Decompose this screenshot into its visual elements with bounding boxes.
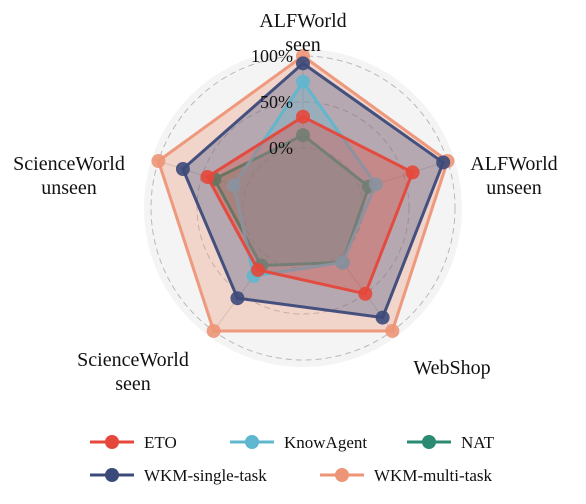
legend-label: ETO [144, 433, 177, 452]
data-point [200, 169, 215, 184]
data-point [175, 161, 190, 176]
series-area [156, 54, 450, 333]
data-point [385, 323, 400, 338]
tick-label: 0% [269, 138, 293, 158]
axis-label: WebShop [413, 357, 490, 379]
legend-marker [245, 435, 259, 449]
legend-item-WKM-single-task: WKM-single-task [90, 466, 267, 485]
data-point [296, 74, 310, 89]
legend-item-KnowAgent: KnowAgent [230, 433, 367, 452]
legend-marker [105, 435, 119, 449]
data-point [226, 178, 241, 193]
data-point [206, 323, 221, 338]
series-KnowAgent [226, 74, 383, 283]
data-point [375, 310, 390, 325]
radial-tick-labels: 0% 50% 100% [251, 46, 293, 158]
data-point [296, 128, 310, 143]
legend-label: NAT [461, 433, 495, 452]
legend-item-WKM-multi-task: WKM-multi-task [320, 466, 493, 485]
series-ETO [200, 109, 420, 301]
axis-labels: ALFWorld seen ALFWorld unseen WebShop Science… [13, 10, 557, 395]
legend-label: WKM-multi-task [374, 466, 493, 485]
radar-series [151, 49, 455, 338]
data-point [151, 154, 166, 169]
legend-item-NAT: NAT [407, 433, 495, 452]
series-area [205, 114, 415, 296]
axis-label: ALFWorld seen [259, 10, 346, 56]
tick-label: 50% [260, 92, 293, 112]
series-area [232, 79, 378, 278]
legend-item-ETO: ETO [90, 433, 177, 452]
plot-background [144, 49, 462, 367]
series-area [212, 133, 371, 268]
data-point [368, 177, 383, 192]
data-point [405, 165, 420, 180]
data-point [250, 262, 265, 277]
data-point [436, 155, 451, 170]
legend-label: WKM-single-task [144, 466, 267, 485]
data-point [296, 56, 310, 71]
legend-marker [335, 468, 349, 482]
grid-circle [196, 101, 410, 315]
axis-label: ALFWorld unseen [470, 153, 557, 199]
data-point [230, 291, 245, 306]
legend-marker [105, 468, 119, 482]
legend-marker [422, 435, 436, 449]
data-point [358, 286, 373, 301]
legend-label: KnowAgent [284, 433, 367, 452]
legend: ETO KnowAgent NAT WKM-single-task WKM-multi-… [90, 433, 495, 485]
data-point [335, 255, 350, 270]
axis-label: ScienceWorld seen [77, 349, 189, 395]
data-point [296, 109, 310, 124]
axis-label: ScienceWorld unseen [13, 153, 125, 199]
tick-label: 100% [251, 46, 293, 66]
